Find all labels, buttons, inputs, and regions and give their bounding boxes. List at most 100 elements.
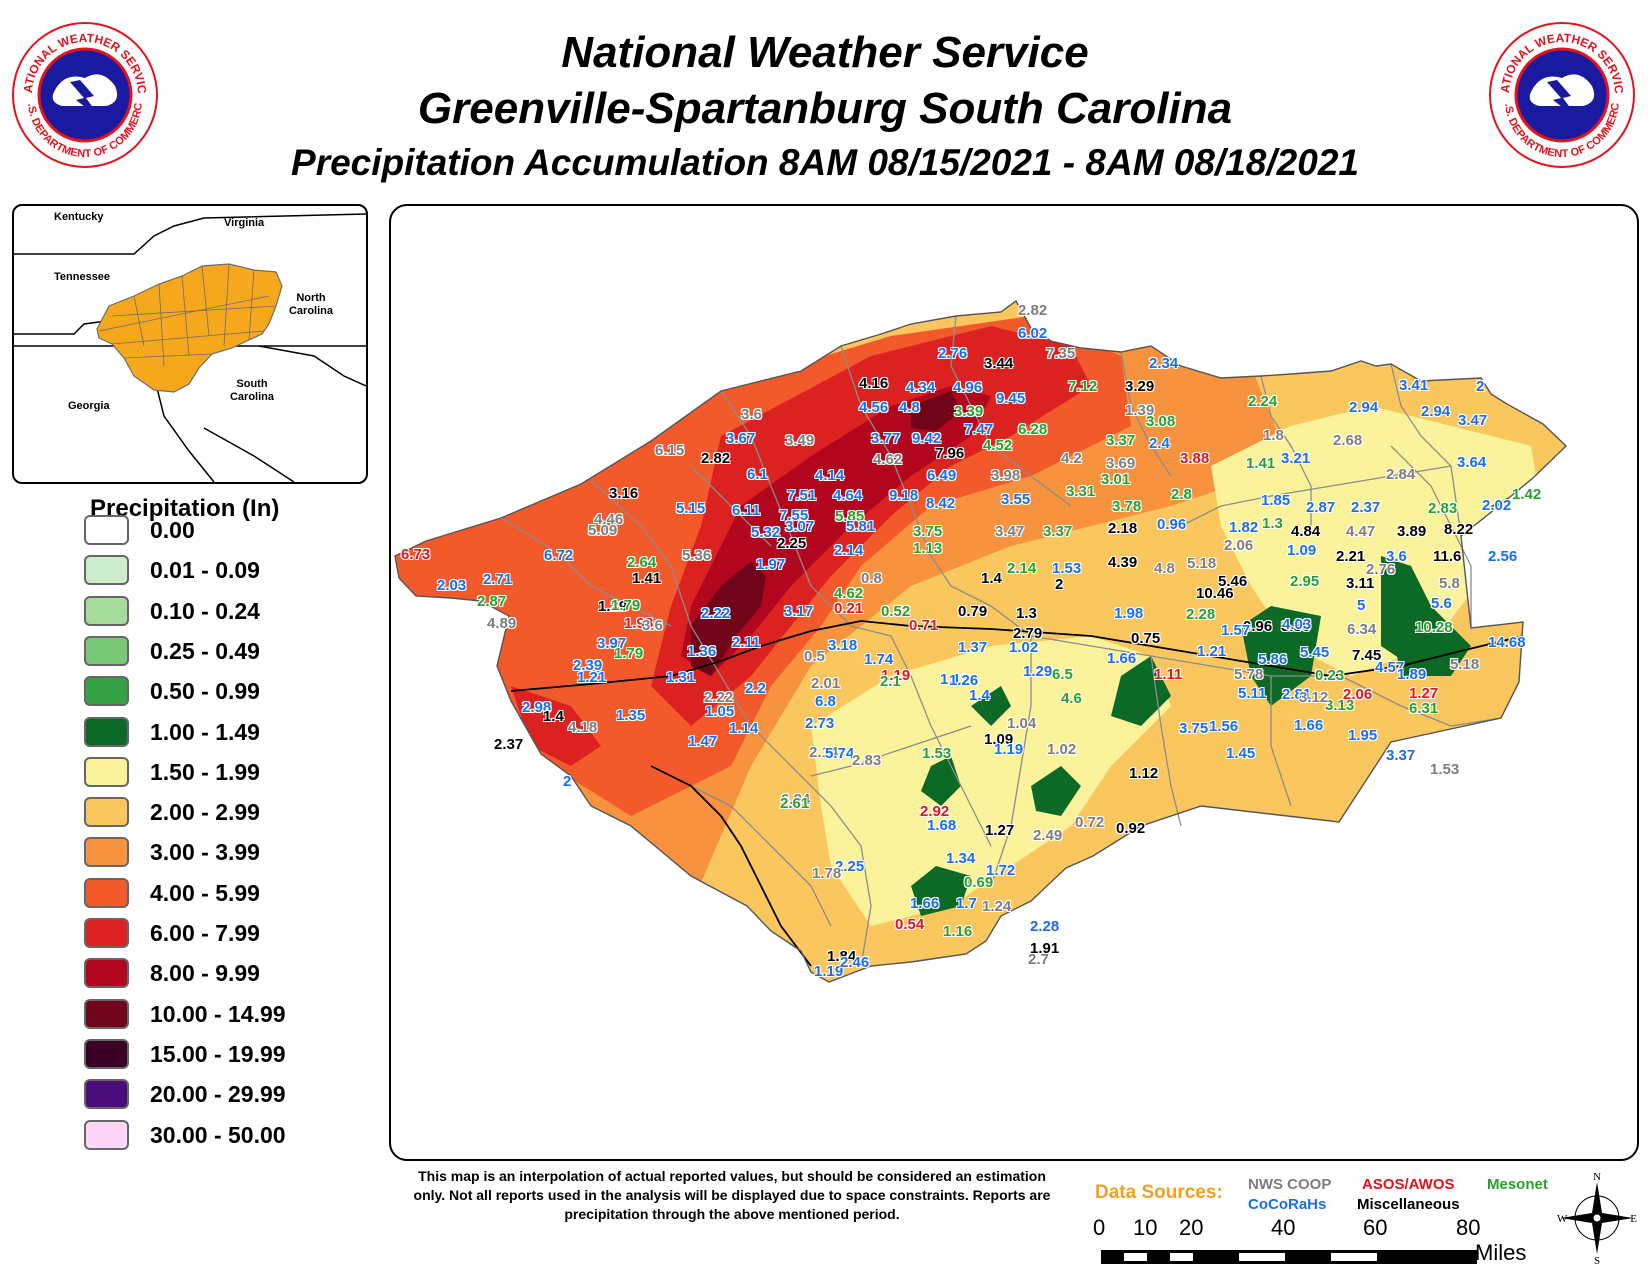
precip-value-label: 4.62: [873, 451, 903, 468]
legend-swatch: [84, 756, 129, 787]
legend-row: 1.00 - 1.49: [84, 716, 324, 751]
precip-value-label: 3.77: [871, 430, 901, 447]
precip-value-label: 3.64: [1457, 454, 1487, 471]
precip-value-label: 1.3: [1262, 515, 1283, 532]
precip-value-label: 1.8: [1263, 427, 1284, 444]
source-miscellaneous: Miscellaneous: [1357, 1196, 1460, 1213]
precip-value-label: 6.73: [401, 546, 431, 563]
legend-swatch: [84, 797, 129, 828]
scale-tick-20: 20: [1179, 1215, 1204, 1240]
precip-value-label: 0.54: [895, 916, 925, 933]
legend-row: 30.00 - 50.00: [84, 1119, 324, 1154]
precip-value-label: 2.98: [522, 699, 552, 716]
precip-value-label: 4.18: [568, 719, 598, 736]
precip-value-label: 3.69: [1106, 455, 1136, 472]
precip-value-label: 2.21: [1336, 548, 1366, 565]
precip-value-label: 2.14: [834, 542, 864, 559]
legend-label: 0.01 - 0.09: [150, 557, 260, 584]
precip-value-label: 2.94: [1421, 403, 1451, 420]
precip-value-label: 1.53: [1052, 560, 1082, 577]
title-line-1: National Weather Service: [561, 28, 1089, 77]
precip-value-label: 4.8: [1154, 560, 1175, 577]
precip-value-label: 1.39: [1125, 402, 1155, 419]
precip-value-label: 3.49: [785, 432, 815, 449]
precip-value-label: 2.81: [1282, 686, 1312, 703]
precip-value-label: 3.6: [1386, 548, 1407, 565]
precip-value-label: 4.16: [859, 375, 889, 392]
precip-value-label: 2: [563, 773, 572, 790]
precip-value-label: 3.6: [741, 406, 762, 423]
precip-value-label: 1.19: [814, 963, 844, 980]
precip-value-label: 4.52: [983, 437, 1013, 454]
precip-value-label: 3.47: [1458, 412, 1488, 429]
source-mesonet: Mesonet: [1487, 1176, 1548, 1193]
precip-value-label: 5.46: [1218, 573, 1248, 590]
precip-value-label: 1.41: [632, 570, 662, 587]
precip-value-label: 1.89: [1397, 666, 1427, 683]
legend-label: 6.00 - 7.99: [150, 920, 260, 946]
precip-value-label: 2.24: [1248, 393, 1278, 410]
precip-value-label: 2.82: [1018, 302, 1048, 319]
precip-value-label: 1.11: [940, 671, 969, 688]
legend-label: 1.00 - 1.49: [150, 718, 260, 745]
legend-row: 6.00 - 7.99: [84, 918, 324, 952]
precip-value-label: 3.13: [1325, 697, 1355, 714]
precip-value-label: 1.45: [1226, 745, 1256, 762]
precip-value-label: 3.47: [995, 523, 1025, 540]
precip-value-label: 6.49: [927, 467, 957, 484]
precip-value-label: 7.55: [779, 507, 809, 524]
precip-value-label: 1.14: [729, 720, 759, 737]
precip-value-label: 3.55: [1001, 491, 1031, 508]
precip-value-label: 3.11: [1346, 575, 1375, 592]
precip-value-label: 3.89: [1397, 523, 1427, 540]
precip-value-label: 1.24: [982, 898, 1012, 915]
precip-value-label: 5.74: [825, 745, 855, 762]
precip-value-label: 2.02: [1482, 497, 1512, 514]
precip-value-label: 2.87: [1306, 499, 1336, 516]
precip-value-label: 0.69: [964, 874, 994, 891]
precip-value-label: 1.79: [614, 645, 644, 662]
precip-value-label: 2.25: [777, 535, 807, 552]
precip-value-label: 5.8: [1439, 575, 1460, 592]
county-boundaries: [500, 315, 1502, 967]
precip-value-label: 2.92: [920, 803, 950, 820]
legend-label: 10.00 - 14.99: [150, 1000, 286, 1027]
precip-value-label: 3.98: [991, 467, 1021, 484]
precip-value-label: 6.31: [1409, 700, 1439, 717]
precip-value-label: 2.8: [1171, 486, 1192, 503]
precip-value-label: 1.41: [1246, 455, 1276, 472]
precip-value-label: 2.28: [1030, 918, 1060, 935]
precip-value-label: 4.96: [953, 379, 983, 396]
precip-value-label: 3.37: [1043, 523, 1073, 540]
precip-value-label: 1.66: [910, 895, 940, 912]
precip-value-label: 1.11: [1154, 666, 1183, 683]
precip-value-label: 3.39: [954, 403, 984, 420]
precip-value-label: 2.83: [1428, 500, 1458, 517]
precip-value-label: 6.1: [747, 466, 768, 483]
precip-value-label: 5.78: [1234, 666, 1264, 683]
legend-swatch: [84, 595, 129, 626]
precip-value-label: 1.53: [1430, 761, 1460, 778]
precip-value-label: 2.03: [437, 577, 467, 594]
precip-value-label: 5: [1357, 597, 1366, 614]
precip-value-label: 2.94: [1349, 399, 1379, 416]
precip-value-label: 3.67: [726, 430, 756, 447]
precip-value-label: 1.29: [598, 598, 628, 615]
source-nws-coop: NWS COOP: [1248, 1176, 1332, 1193]
precip-value-label: 1.98: [624, 615, 654, 632]
legend-swatch: [84, 555, 129, 586]
precip-value-label: 0.79: [958, 603, 988, 620]
inset-label-tennessee: Tennessee: [54, 271, 111, 283]
precip-value-label: 1.57: [1221, 622, 1251, 639]
legend-row: 0.50 - 0.99: [84, 676, 324, 710]
legend-swatch: [84, 918, 129, 948]
precip-value-label: 2.7: [1028, 951, 1049, 968]
precip-value-label: 2.61: [780, 795, 810, 812]
precip-value-label: 1.42: [1512, 486, 1542, 503]
precip-value-label: 4.64: [833, 487, 863, 504]
legend-swatch: [84, 515, 129, 545]
precip-value-label: 7.47: [964, 421, 994, 438]
precip-value-label: 7.96: [935, 445, 965, 462]
state-boundaries: [510, 620, 1524, 967]
precip-value-label: 1.02: [1009, 639, 1039, 656]
